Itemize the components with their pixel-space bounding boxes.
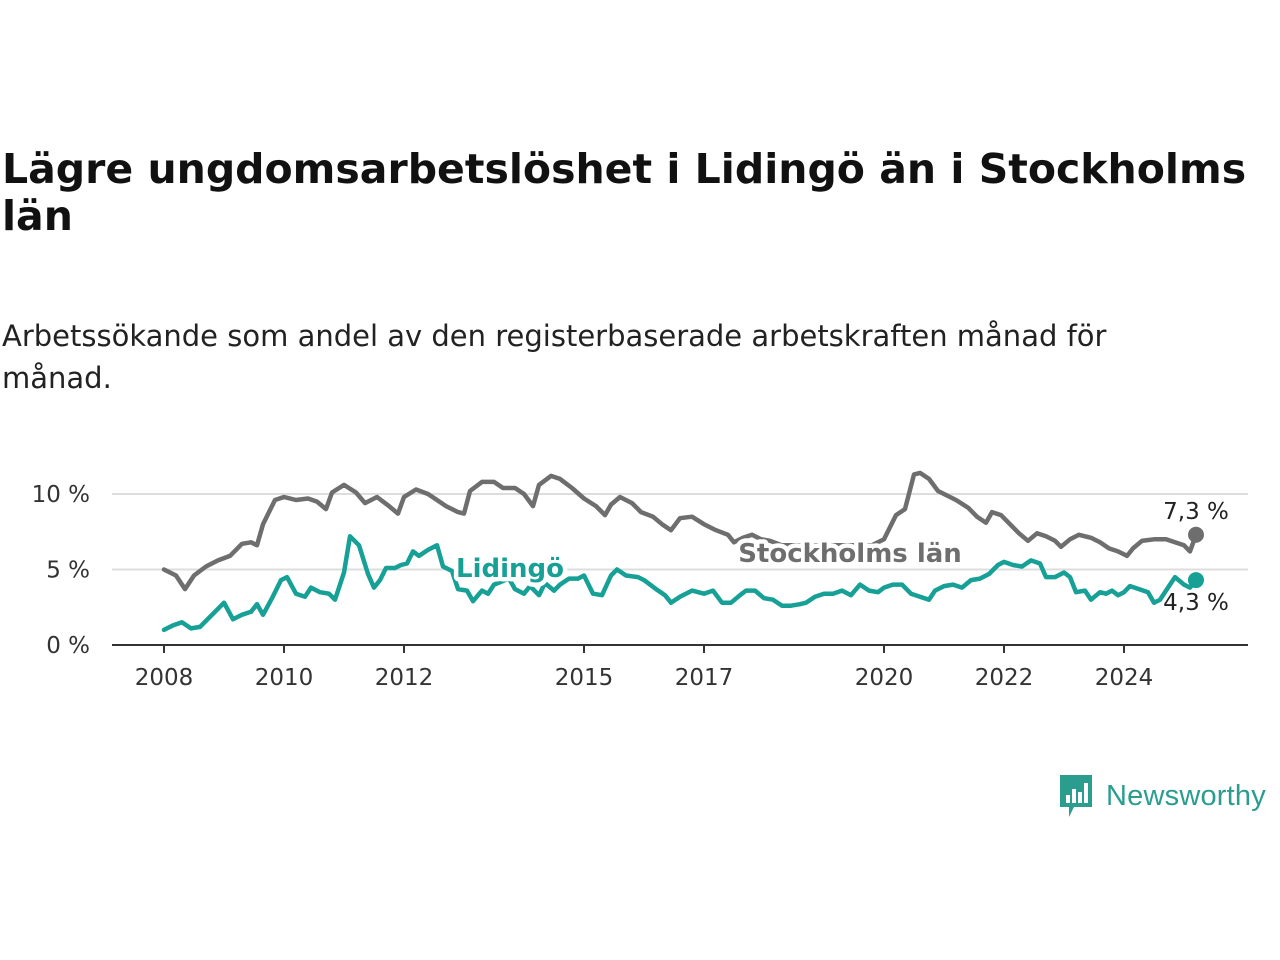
grid-lines bbox=[112, 493, 1248, 571]
line-chart: 0 %5 %10 % 2008 2010 2012 2015 2017 2020 2022 2… bbox=[32, 470, 1248, 691]
series-label-halo: Lidingö bbox=[456, 554, 564, 584]
series-label-halo: Stockholms län bbox=[738, 539, 962, 569]
series-line-stockholm bbox=[161, 470, 1199, 592]
chart-title: Lägre ungdomsarbetslöshet i Lidingö än i… bbox=[2, 145, 1247, 241]
x-axis bbox=[112, 644, 1248, 653]
end-value-label-lidingo: 4,3 % bbox=[1163, 590, 1229, 616]
x-tick-label: 2008 bbox=[135, 665, 194, 691]
x-tick-label: 2012 bbox=[375, 665, 434, 691]
x-tick-label: 2020 bbox=[855, 665, 914, 691]
y-tick-label: 10 % bbox=[32, 482, 90, 508]
series-label-lidingo: Lidingö bbox=[456, 554, 564, 584]
x-axis-labels: 2008 2010 2012 2015 2017 2020 2022 2024 bbox=[135, 665, 1154, 691]
x-tick-label: 2015 bbox=[555, 665, 614, 691]
newsworthy-logo-icon bbox=[1060, 775, 1092, 817]
series-line-lidingo bbox=[161, 534, 1199, 633]
y-tick-label: 0 % bbox=[46, 633, 90, 659]
brand-logo[interactable]: Newsworthy bbox=[1058, 772, 1266, 820]
end-value-label-stockholm: 7,3 % bbox=[1163, 499, 1229, 525]
chart-subtitle: Arbetssökande som andel av den registerb… bbox=[2, 319, 1107, 396]
end-dot-stockholm bbox=[1188, 526, 1204, 543]
x-tick-label: 2017 bbox=[675, 665, 734, 691]
brand-name: Newsworthy bbox=[1106, 779, 1266, 812]
x-tick-label: 2022 bbox=[975, 665, 1034, 691]
end-dot-lidingo bbox=[1188, 572, 1204, 589]
y-axis-labels: 0 % 5 % 10 % bbox=[32, 482, 90, 659]
series-lines bbox=[161, 470, 1199, 633]
y-tick-label: 5 % bbox=[46, 558, 90, 584]
x-tick-label: 2024 bbox=[1095, 665, 1154, 691]
series-label-stockholm: Stockholms län bbox=[738, 539, 962, 569]
x-tick-label: 2010 bbox=[255, 665, 314, 691]
